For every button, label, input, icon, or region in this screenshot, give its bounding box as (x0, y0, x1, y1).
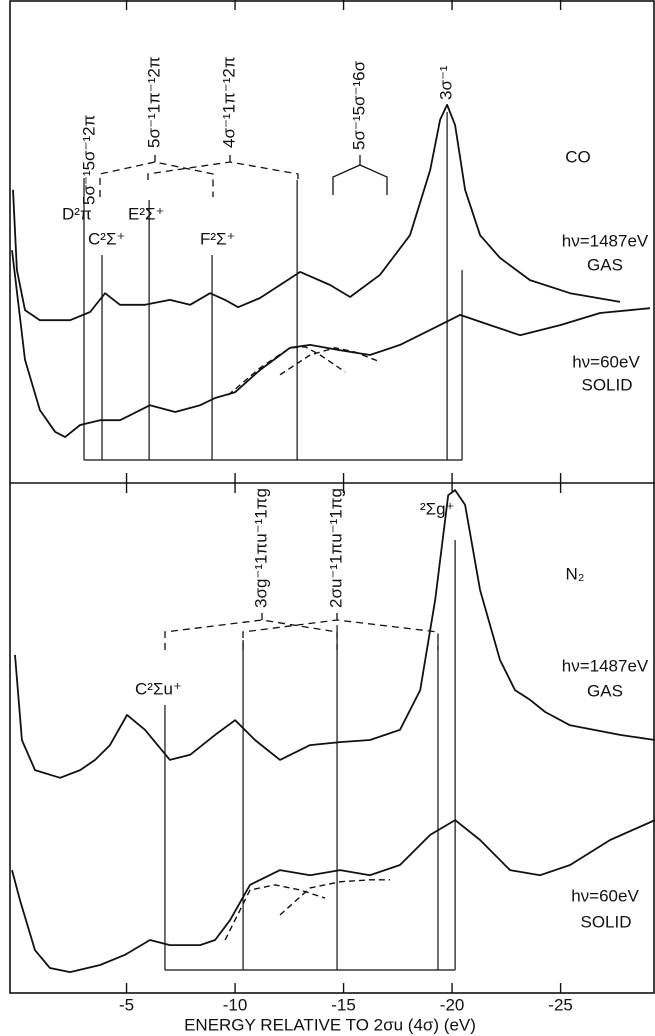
x-tick-label: -10 (223, 995, 248, 1014)
assignment-bracket (332, 155, 388, 195)
annotation: hν=60eV (571, 886, 639, 905)
assignment-bracket (147, 152, 299, 180)
annotation: hν=1487eV (562, 231, 649, 250)
component-curve (279, 347, 381, 376)
spectrum-curve (12, 103, 621, 322)
x-axis-label: ENERGY RELATIVE TO 2σu (4σ) (eV) (184, 1015, 476, 1034)
annotation: N₂ (566, 564, 585, 583)
peak-label: ²Σg⁺ (420, 499, 455, 518)
assignment-label: 5σ⁻¹5σ⁻¹6σ (349, 60, 368, 150)
assignment-bracket (164, 610, 338, 650)
x-tick-label: -15 (331, 995, 356, 1014)
assignment-label: 5σ⁻¹5σ⁻¹2π (79, 115, 98, 205)
component-curve (279, 879, 390, 916)
x-tick-label: -25 (548, 995, 573, 1014)
assignment-label: 5σ⁻¹1π⁻¹2π (144, 56, 163, 148)
annotation: hν=60eV (572, 352, 640, 371)
frame (9, 0, 655, 994)
annotation: GAS (587, 255, 623, 274)
spectrum-curve (11, 250, 651, 438)
assignment-bracket (242, 610, 439, 650)
annotation: SOLID (580, 912, 631, 931)
x-tick-label: -5 (119, 995, 134, 1014)
peak-label: E²Σ⁺ (128, 204, 164, 223)
assignment-label: 4σ⁻¹1π⁻¹2π (219, 56, 238, 148)
spectrum-curve (14, 489, 655, 779)
assignment-label: 2σu⁻¹1πu⁻¹1πg (326, 488, 345, 608)
peak-label: 3σ⁻¹ (436, 65, 455, 100)
component-curve (224, 884, 326, 941)
peak-label: F²Σ⁺ (200, 229, 236, 248)
annotation: SOLID (581, 375, 632, 394)
annotation: hν=1487eV (562, 656, 649, 675)
peak-label: C²Σ⁺ (88, 229, 125, 248)
assignment-label: 3σg⁻¹1πu⁻¹1πg (251, 488, 270, 608)
assignment-bracket (99, 152, 214, 197)
component-curve (227, 346, 346, 396)
x-tick-label: -20 (440, 995, 465, 1014)
annotation: GAS (587, 681, 623, 700)
annotation: CO (565, 147, 591, 166)
peak-label: C²Σu⁺ (135, 679, 182, 698)
peak-label: D²π (62, 204, 92, 223)
spectrum-curve (11, 819, 655, 973)
